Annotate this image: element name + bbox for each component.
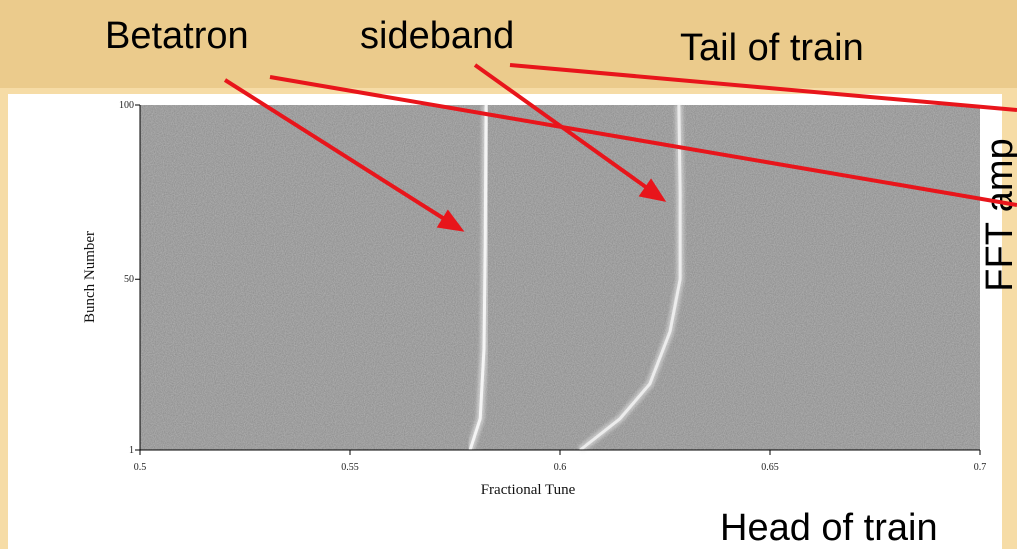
- arrow-head: [638, 178, 667, 202]
- annotation: sideband: [360, 15, 514, 57]
- y-tick-label: 1: [129, 445, 134, 456]
- arrow: [269, 75, 1017, 207]
- y-tick-label: 50: [124, 274, 134, 285]
- x-tick-label: 0.5: [134, 462, 147, 473]
- plot-noise: [140, 105, 980, 450]
- annotation: Betatron: [105, 15, 249, 57]
- x-tick-label: 0.55: [341, 462, 359, 473]
- arrow: [509, 63, 1017, 112]
- y-tick-label: 100: [119, 100, 134, 111]
- x-axis-label: Fractional Tune: [481, 482, 576, 498]
- annotation: Head of train: [720, 507, 938, 549]
- x-tick-label: 0.65: [761, 462, 779, 473]
- annotation: Tail of train: [680, 27, 864, 69]
- title-band: [0, 0, 1017, 88]
- trace: [579, 104, 682, 452]
- x-tick-label: 0.7: [974, 462, 987, 473]
- arrow: [223, 78, 448, 222]
- arrow-head: [436, 209, 465, 232]
- y-axis-label: Bunch Number: [82, 231, 98, 323]
- annotation: FFT amp: [979, 138, 1017, 291]
- trace: [468, 104, 488, 451]
- x-tick-label: 0.6: [554, 462, 567, 473]
- arrows: [223, 63, 1017, 232]
- plot: [140, 104, 980, 454]
